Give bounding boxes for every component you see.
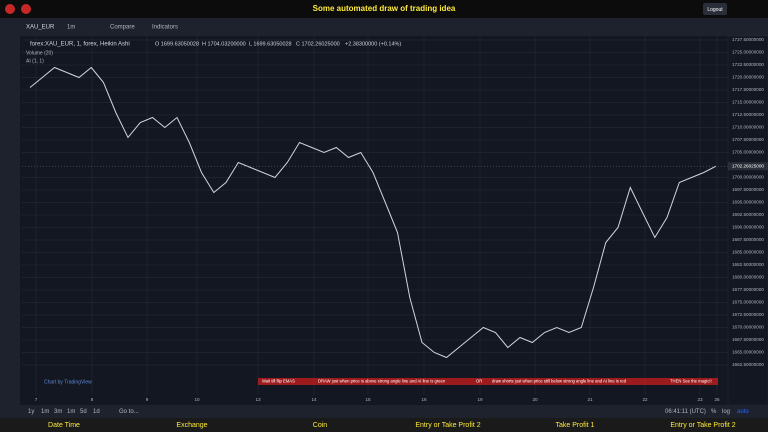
x-tick-label: 9: [146, 397, 149, 402]
icon[interactable]: [21, 4, 31, 14]
left-toolbar: [0, 36, 20, 418]
goto[interactable]: Go to...: [119, 409, 139, 415]
y-tick-label: 1712.50000000: [732, 112, 764, 117]
y-tick-label: 1680.00000000: [732, 275, 764, 280]
footer-label: Entry or Take Profit 2: [415, 422, 480, 429]
y-tick-label: 1727.50000000: [732, 37, 764, 42]
y-tick-label: 1722.50000000: [732, 62, 764, 67]
footer-label: Coin: [313, 422, 328, 429]
bottom-bar: [20, 405, 768, 418]
legend-volume: Volume (20): [26, 50, 53, 56]
y-tick-label: 1677.50000000: [732, 287, 764, 292]
range[interactable]: 1y: [28, 409, 34, 415]
y-tick-label: 1665.00000000: [732, 350, 764, 355]
range[interactable]: 1m: [67, 409, 75, 415]
y-tick-label: 1707.50000000: [732, 137, 764, 142]
y-tick-label: 1662.50000000: [732, 362, 764, 367]
y-tick-label: 1700.00000000: [732, 175, 764, 180]
banner-text: draw shorts just when price still below …: [492, 379, 627, 384]
banner: [258, 378, 718, 385]
compare[interactable]: Compare: [110, 25, 135, 31]
y-tick-label: 1675.00000000: [732, 300, 764, 305]
y-tick-label: 1697.50000000: [732, 187, 764, 192]
banner-text: Wait till flip EMAS: [262, 379, 295, 384]
top-bar: [0, 0, 768, 18]
toolbar: [0, 18, 768, 36]
x-tick-label: 21: [587, 397, 593, 402]
logout-button[interactable]: [703, 3, 727, 15]
y-tick-label: 1715.00000000: [732, 100, 764, 105]
y-tick-label: 1667.50000000: [732, 337, 764, 342]
range[interactable]: 3m: [54, 409, 62, 415]
x-tick-label: 19: [477, 397, 483, 402]
auto-toggle[interactable]: auto: [737, 409, 749, 415]
x-tick-label: 14: [311, 397, 317, 402]
range[interactable]: 1m: [41, 409, 49, 415]
x-tick-label: 7: [35, 397, 38, 402]
x-tick-label: 16: [421, 397, 427, 402]
banner-text: OR: [476, 379, 482, 384]
x-tick-label: 20: [532, 397, 538, 402]
footer-label: Take Profit 1: [556, 422, 595, 429]
y-tick-label: 1725.00000000: [732, 50, 764, 55]
x-tick-label: 23: [697, 397, 703, 402]
footer-label: Date Time: [48, 422, 80, 429]
symbol[interactable]: XAU_EUR: [26, 25, 55, 31]
icon[interactable]: [5, 4, 15, 14]
watermark: Chart by TradingView: [44, 379, 92, 385]
legend-name: forex:XAU_EUR, 1, forex, Heikin Ashi: [30, 42, 130, 48]
price-axis: [727, 35, 768, 406]
footer-label: Exchange: [176, 422, 207, 429]
last-price-tag: [728, 162, 768, 171]
legend-low: L 1699.63050028: [249, 41, 292, 47]
y-tick-label: 1682.50000000: [732, 262, 764, 267]
indicators[interactable]: Indicators: [152, 25, 178, 31]
y-tick-label: 1672.50000000: [732, 312, 764, 317]
legend-open: O 1699.63050028: [155, 41, 199, 47]
last-price-label: 1702.26025000: [732, 163, 764, 168]
price-line: [29, 66, 717, 359]
y-tick-label: 1705.00000000: [732, 150, 764, 155]
banner-text: THEN See the magic!!: [670, 379, 712, 384]
y-tick-label: 1717.50000000: [732, 87, 764, 92]
x-tick-label: 8: [91, 397, 94, 402]
legend-close: C 1702.26025000: [296, 41, 340, 47]
footer-label: Entry or Take Profit 2: [670, 422, 735, 429]
logout-label[interactable]: Logout: [707, 7, 723, 13]
legend-change: +2.38300000 (+0.14%): [345, 41, 401, 47]
range[interactable]: 5d: [80, 409, 87, 415]
y-tick-label: 1685.00000000: [732, 250, 764, 255]
x-tick-label: 13: [255, 397, 261, 402]
plot-area: [22, 36, 728, 395]
y-tick-label: 1710.00000000: [732, 125, 764, 130]
banner-text: DRAW just when price is above strong ang…: [318, 379, 446, 384]
footer: [0, 418, 768, 432]
legend-high: H 1704.03200000: [202, 41, 246, 47]
y-tick-label: 1670.00000000: [732, 325, 764, 330]
x-tick-label: 26: [714, 397, 720, 402]
legend-ai: AI (1, 1): [26, 58, 44, 64]
x-tick-label: 10: [194, 397, 200, 402]
y-tick-label: 1687.50000000: [732, 237, 764, 242]
page-title: Some automated draw of trading idea: [313, 4, 456, 13]
interval[interactable]: 1m: [67, 25, 75, 31]
y-tick-label: 1695.00000000: [732, 200, 764, 205]
x-tick-label: 22: [642, 397, 648, 402]
y-tick-label: 1692.50000000: [732, 212, 764, 217]
y-tick-label: 1720.00000000: [732, 75, 764, 80]
log-toggle[interactable]: log: [722, 409, 730, 415]
y-tick-label: 1690.00000000: [732, 225, 764, 230]
range[interactable]: 1d: [93, 409, 100, 415]
percent-toggle[interactable]: %: [711, 409, 717, 415]
x-tick-label: 15: [365, 397, 371, 402]
clock: 06:41:11 (UTC): [665, 409, 706, 415]
